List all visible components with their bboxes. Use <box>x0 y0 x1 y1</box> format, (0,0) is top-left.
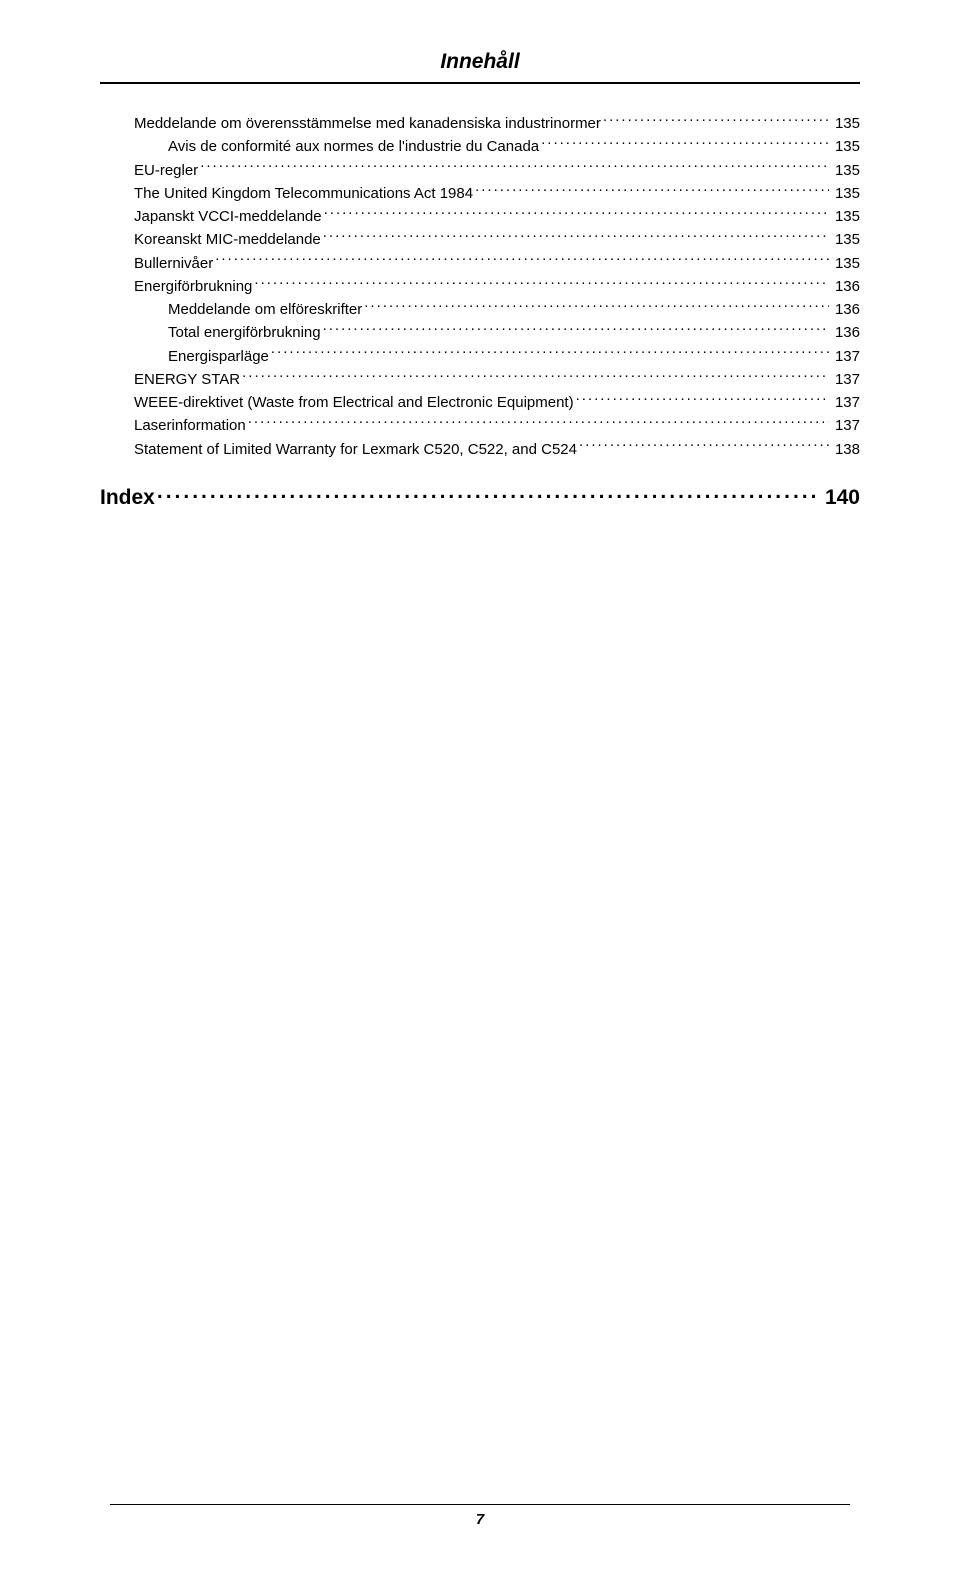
page-title: Innehåll <box>440 50 519 73</box>
toc-label: Bullernivåer <box>134 252 213 275</box>
toc-entry: ENERGY STAR 137 <box>100 368 860 391</box>
toc-entry: Koreanskt MIC-meddelande 135 <box>100 228 860 251</box>
leader-dots <box>364 299 829 314</box>
toc-page: 138 <box>831 438 860 461</box>
leader-dots <box>157 483 819 504</box>
leader-dots <box>242 369 829 384</box>
toc-label: WEEE-direktivet (Waste from Electrical a… <box>134 391 574 414</box>
leader-dots <box>324 206 829 221</box>
toc-label: Koreanskt MIC-meddelande <box>134 228 321 251</box>
toc-page: 137 <box>831 391 860 414</box>
leader-dots <box>200 160 829 175</box>
toc-page: 135 <box>831 112 860 135</box>
toc-label: Japanskt VCCI-meddelande <box>134 205 322 228</box>
toc-page: 137 <box>831 345 860 368</box>
toc-page: 135 <box>831 228 860 251</box>
toc-list: Meddelande om överensstämmelse med kanad… <box>100 112 860 461</box>
footer: 7 <box>0 1504 960 1529</box>
leader-dots <box>475 183 829 198</box>
toc-entry: WEEE-direktivet (Waste from Electrical a… <box>100 391 860 414</box>
index-label: Index <box>100 486 155 510</box>
toc-page: 135 <box>831 135 860 158</box>
toc-entry: Avis de conformité aux normes de l'indus… <box>100 135 860 158</box>
toc-entry: Energisparläge 137 <box>100 345 860 368</box>
leader-dots <box>323 229 829 244</box>
leader-dots <box>541 136 829 151</box>
toc-page: 137 <box>831 368 860 391</box>
leader-dots <box>579 439 829 454</box>
toc-label: Meddelande om överensstämmelse med kanad… <box>134 112 601 135</box>
page-number: 7 <box>476 1511 484 1528</box>
header: Innehåll <box>100 50 860 74</box>
toc-page: 136 <box>831 298 860 321</box>
toc-label: Total energiförbrukning <box>168 321 321 344</box>
footer-rule <box>110 1504 850 1505</box>
toc-label: EU-regler <box>134 159 198 182</box>
toc-page: 136 <box>831 321 860 344</box>
index-line: Index 140 <box>100 483 860 510</box>
toc-entry: Bullernivåer 135 <box>100 252 860 275</box>
page: Innehåll Meddelande om överensstämmelse … <box>0 0 960 1569</box>
toc-page: 135 <box>831 159 860 182</box>
toc-label: Energisparläge <box>168 345 269 368</box>
header-rule <box>100 82 860 84</box>
toc-label: Meddelande om elföreskrifter <box>168 298 362 321</box>
leader-dots <box>323 322 829 337</box>
toc-entry: Total energiförbrukning 136 <box>100 321 860 344</box>
toc-page: 135 <box>831 252 860 275</box>
toc-entry: The United Kingdom Telecommunications Ac… <box>100 182 860 205</box>
toc-entry: Meddelande om elföreskrifter 136 <box>100 298 860 321</box>
index-page: 140 <box>821 486 860 510</box>
leader-dots <box>254 276 829 291</box>
leader-dots <box>215 253 829 268</box>
leader-dots <box>603 113 829 128</box>
toc-entry: Statement of Limited Warranty for Lexmar… <box>100 438 860 461</box>
leader-dots <box>271 346 829 361</box>
toc-page: 135 <box>831 182 860 205</box>
toc-label: Energiförbrukning <box>134 275 252 298</box>
toc-entry: Japanskt VCCI-meddelande 135 <box>100 205 860 228</box>
toc-label: The United Kingdom Telecommunications Ac… <box>134 182 473 205</box>
toc-page: 135 <box>831 205 860 228</box>
leader-dots <box>248 415 829 430</box>
toc-label: Laserinformation <box>134 414 246 437</box>
toc-entry: EU-regler 135 <box>100 159 860 182</box>
leader-dots <box>576 392 829 407</box>
toc-page: 137 <box>831 414 860 437</box>
toc-label: Statement of Limited Warranty for Lexmar… <box>134 438 577 461</box>
toc-entry: Meddelande om överensstämmelse med kanad… <box>100 112 860 135</box>
toc-page: 136 <box>831 275 860 298</box>
toc-label: Avis de conformité aux normes de l'indus… <box>168 135 539 158</box>
toc-entry: Laserinformation 137 <box>100 414 860 437</box>
toc-label: ENERGY STAR <box>134 368 240 391</box>
toc-entry: Energiförbrukning 136 <box>100 275 860 298</box>
